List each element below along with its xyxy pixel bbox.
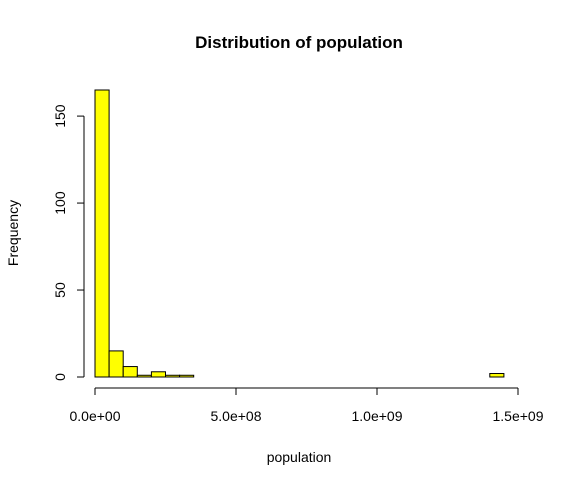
- histogram-bar: [489, 373, 505, 378]
- histogram-bar: [136, 374, 152, 378]
- histogram-bar: [94, 89, 110, 378]
- x-tick-label: 5.0e+08: [211, 408, 262, 424]
- y-tick-label: 100: [52, 191, 68, 215]
- histogram-bar: [122, 366, 138, 378]
- x-axis: 0.0e+00 5.0e+08 1.0e+09 1.5e+09: [70, 387, 544, 424]
- histogram-bar: [165, 374, 181, 378]
- chart-title: Distribution of population: [195, 33, 403, 52]
- histogram-bar: [179, 374, 195, 378]
- y-axis: 0 50 100 150: [52, 104, 85, 381]
- x-axis-label: population: [267, 449, 332, 465]
- bars-group: [94, 89, 505, 378]
- histogram-bar: [150, 371, 166, 378]
- y-tick-label: 0: [52, 373, 68, 381]
- histogram-bar: [108, 350, 124, 378]
- y-tick-label: 50: [52, 282, 68, 298]
- y-tick-label: 150: [52, 104, 68, 128]
- x-tick-label: 1.5e+09: [493, 408, 544, 424]
- x-tick-label: 1.0e+09: [352, 408, 403, 424]
- y-axis-label: Frequency: [5, 200, 21, 266]
- x-tick-label: 0.0e+00: [70, 408, 121, 424]
